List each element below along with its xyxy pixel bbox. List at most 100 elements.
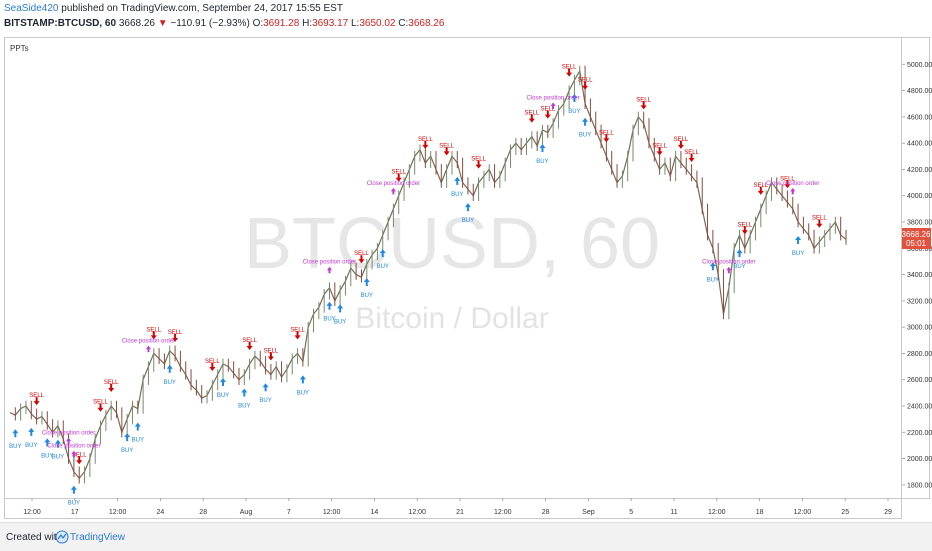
- sell-arrow-icon: [33, 397, 40, 406]
- buy-arrow-icon: [337, 304, 344, 313]
- x-tick-label: 7: [287, 509, 291, 516]
- sell-arrow-icon: [656, 147, 663, 156]
- last-price: 3668.26: [118, 18, 155, 29]
- x-tick-label: 28: [542, 509, 550, 516]
- sell-arrow-icon: [267, 352, 274, 361]
- buy-label: BUY: [259, 398, 271, 404]
- sell-label: SELL: [29, 393, 44, 399]
- close-order-arrow-icon: [550, 102, 556, 109]
- buy-arrow-icon: [54, 439, 61, 448]
- close-label: C:: [398, 18, 409, 29]
- footer-bar: Created with TradingView: [0, 522, 932, 551]
- sell-label: SELL: [578, 78, 593, 84]
- close-order-arrow-icon: [390, 187, 396, 195]
- y-tick-label: 3800.00: [907, 220, 932, 227]
- sell-arrow-icon: [603, 134, 610, 143]
- buy-label: BUY: [121, 448, 133, 454]
- close-order-label: Close position order: [122, 339, 175, 345]
- buy-arrow-icon: [70, 485, 77, 494]
- x-tick-label: 28: [199, 509, 207, 516]
- sell-label: SELL: [636, 97, 651, 103]
- last-price-box: [902, 228, 931, 249]
- buy-label: BUY: [41, 453, 53, 459]
- buy-label: BUY: [132, 438, 144, 444]
- x-tick-label: 24: [157, 509, 165, 516]
- sell-label: SELL: [780, 176, 795, 182]
- buy-label: BUY: [568, 109, 580, 115]
- sell-label: SELL: [540, 107, 555, 113]
- open-value: 3691.28: [263, 18, 300, 29]
- buy-arrow-icon: [262, 383, 269, 392]
- buy-label: BUY: [536, 159, 548, 165]
- sell-label: SELL: [684, 150, 699, 156]
- buy-label: BUY: [164, 380, 176, 386]
- sell-arrow-icon: [582, 81, 589, 90]
- buy-label: BUY: [377, 264, 389, 270]
- x-tick-label: 12:00: [494, 509, 512, 516]
- y-tick-label: 2400.00: [907, 404, 932, 411]
- sell-label: SELL: [524, 111, 539, 117]
- x-tick-label: 21: [456, 509, 464, 516]
- sell-label: SELL: [439, 143, 454, 149]
- time-axis[interactable]: [4, 499, 902, 519]
- x-tick-label: 5: [629, 509, 633, 516]
- countdown-tag: 05:01: [906, 239, 927, 248]
- tradingview-logo-icon[interactable]: [55, 529, 101, 545]
- chart-header: SeaSide420 published on TradingView.com,…: [0, 0, 932, 36]
- close-order-arrow-icon: [790, 187, 796, 195]
- sell-label: SELL: [562, 65, 577, 71]
- y-tick-label: 2800.00: [907, 351, 932, 358]
- sell-arrow-icon: [816, 219, 823, 228]
- close-order-label: Close position order: [303, 260, 356, 266]
- buy-arrow-icon: [299, 375, 306, 384]
- sell-arrow-icon: [246, 341, 253, 350]
- sell-label: SELL: [72, 452, 87, 458]
- author-link[interactable]: SeaSide420: [4, 3, 59, 14]
- sell-label: SELL: [737, 222, 752, 228]
- y-tick-label: 3000.00: [907, 325, 932, 332]
- symbol-label[interactable]: BITSTAMP:BTCUSD, 60: [4, 18, 117, 29]
- x-tick-label: Sep: [582, 509, 595, 516]
- sell-label: SELL: [146, 327, 161, 333]
- sell-label: SELL: [652, 143, 667, 149]
- sell-arrow-icon: [395, 173, 402, 182]
- buy-arrow-icon: [219, 377, 226, 386]
- close-order-label: Close position order: [47, 444, 100, 450]
- sell-arrow-icon: [640, 101, 647, 110]
- last-price-marker: 3668.26 05:01: [902, 228, 931, 249]
- buy-arrow-icon: [12, 429, 19, 438]
- buy-arrow-icon: [709, 262, 716, 271]
- close-order-label: Close position order: [702, 260, 755, 266]
- price-axis[interactable]: [902, 37, 930, 499]
- price-line: [9, 69, 847, 480]
- sell-arrow-icon: [358, 255, 365, 264]
- indicator-label[interactable]: PPTs: [10, 44, 29, 53]
- buy-arrow-icon: [582, 117, 589, 126]
- sell-arrow-icon: [741, 226, 748, 235]
- buy-arrow-icon: [795, 236, 802, 244]
- open-label: O:: [252, 18, 264, 29]
- buy-label: BUY: [462, 218, 474, 224]
- x-tick-label: 17: [71, 509, 79, 516]
- x-tick-label: 11: [670, 509, 677, 516]
- buy-label: BUY: [297, 390, 309, 396]
- tradingview-brand[interactable]: TradingView: [70, 532, 126, 543]
- close-order-label: Close position order: [367, 181, 420, 187]
- buy-label: BUY: [334, 319, 346, 325]
- chart-pane[interactable]: [4, 37, 902, 499]
- x-tick-label: Aug: [240, 509, 253, 516]
- buy-label: BUY: [361, 293, 373, 299]
- buy-arrow-icon: [571, 94, 578, 103]
- sell-label: SELL: [354, 251, 369, 257]
- sell-arrow-icon: [677, 140, 684, 149]
- y-tick-label: 4800.00: [907, 88, 932, 95]
- buy-label: BUY: [733, 264, 745, 270]
- sell-arrow-icon: [172, 334, 179, 343]
- sell-label: SELL: [264, 348, 279, 354]
- buy-label: BUY: [707, 277, 719, 283]
- y-tick-label: 3400.00: [907, 272, 932, 279]
- watermark-symbol: BTCUSD, 60: [244, 204, 660, 284]
- close-order-arrow-icon: [726, 266, 732, 274]
- sell-label: SELL: [104, 380, 119, 386]
- buy-label: BUY: [451, 192, 463, 198]
